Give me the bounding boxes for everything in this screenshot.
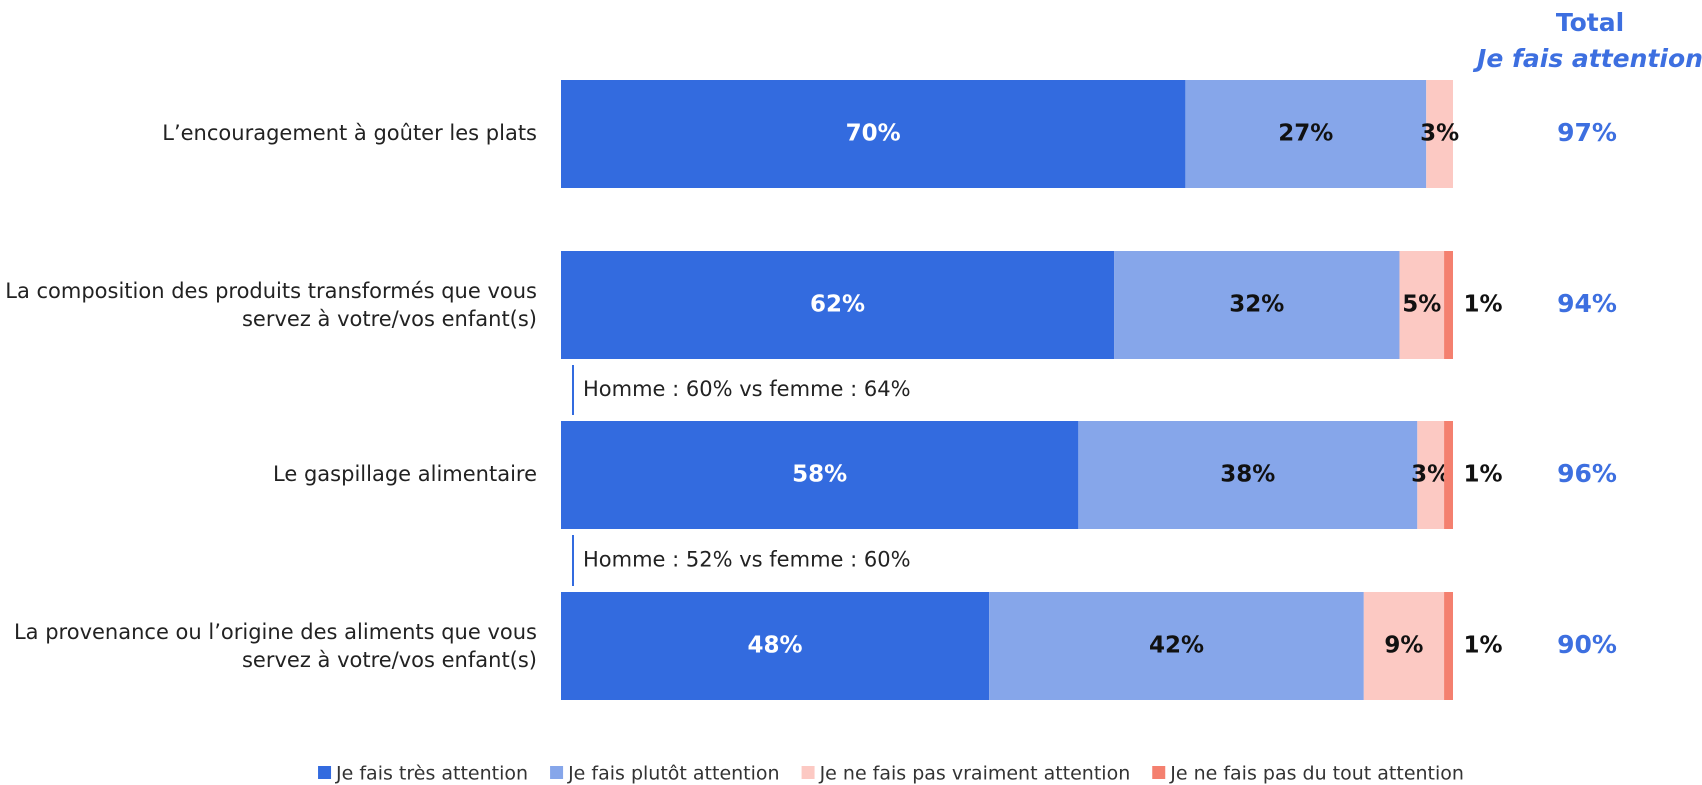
value-label: 42%	[1149, 633, 1204, 659]
bar-segment	[561, 251, 1115, 359]
value-label: 38%	[1220, 462, 1275, 488]
totals-title: Total	[1556, 8, 1624, 37]
bar-segment	[561, 592, 990, 700]
annotation: Homme : 52% vs femme : 60%	[583, 548, 911, 572]
bar-segment	[1444, 592, 1453, 700]
value-label: 32%	[1229, 292, 1284, 318]
legend-swatch	[318, 766, 332, 779]
value-label: 9%	[1384, 633, 1423, 659]
category-line: La composition des produits transformés …	[5, 279, 537, 303]
category-line: servez à votre/vos enfant(s)	[242, 648, 537, 672]
bar-segment	[1399, 251, 1445, 359]
legend-swatch	[1152, 766, 1166, 779]
total-label: 90%	[1557, 630, 1617, 659]
value-label: 1%	[1463, 292, 1502, 318]
value-label: 1%	[1463, 462, 1502, 488]
legend-swatch	[801, 766, 815, 779]
bar-segment	[1417, 421, 1445, 529]
value-label: 3%	[1411, 462, 1450, 488]
legend-label: Je fais très attention	[335, 763, 528, 785]
value-label: 3%	[1420, 121, 1459, 147]
annotation: Homme : 60% vs femme : 64%	[583, 377, 911, 401]
value-label: 48%	[748, 633, 803, 659]
legend-label: Je fais plutôt attention	[567, 763, 780, 785]
legend-label: Je ne fais pas du tout attention	[1169, 763, 1464, 785]
category-line: La provenance ou l’origine des aliments …	[14, 620, 537, 644]
value-label: 70%	[846, 121, 901, 147]
total-label: 94%	[1557, 289, 1617, 318]
legend-swatch	[550, 766, 564, 779]
bar-segment	[1114, 251, 1400, 359]
bar-segment	[989, 592, 1364, 700]
bar-segment	[561, 421, 1079, 529]
category-label: La composition des produits transformés …	[5, 279, 537, 331]
value-label: 1%	[1463, 633, 1502, 659]
bar-segment	[1078, 421, 1418, 529]
bar-segment	[1426, 80, 1453, 188]
bar-segment	[1444, 421, 1453, 529]
value-label: 5%	[1402, 292, 1441, 318]
category-label: L’encouragement à goûter les plats	[162, 121, 537, 145]
bar-segment	[561, 80, 1186, 188]
legend: Je fais très attention Je fais plutôt att…	[318, 763, 1464, 785]
category-line: servez à votre/vos enfant(s)	[242, 307, 537, 331]
totals-subtitle: Je fais attention	[1472, 44, 1702, 73]
value-label: 62%	[810, 292, 865, 318]
total-label: 96%	[1557, 459, 1617, 488]
total-label: 97%	[1557, 118, 1617, 147]
bar-segment	[1185, 80, 1427, 188]
value-label: 27%	[1278, 121, 1333, 147]
category-label: Le gaspillage alimentaire	[273, 462, 537, 486]
bar-segment	[1444, 251, 1453, 359]
value-label: 58%	[792, 462, 847, 488]
bar-segment	[1363, 592, 1445, 700]
category-label: La provenance ou l’origine des aliments …	[14, 620, 537, 672]
legend-label: Je ne fais pas vraiment attention	[819, 763, 1131, 785]
